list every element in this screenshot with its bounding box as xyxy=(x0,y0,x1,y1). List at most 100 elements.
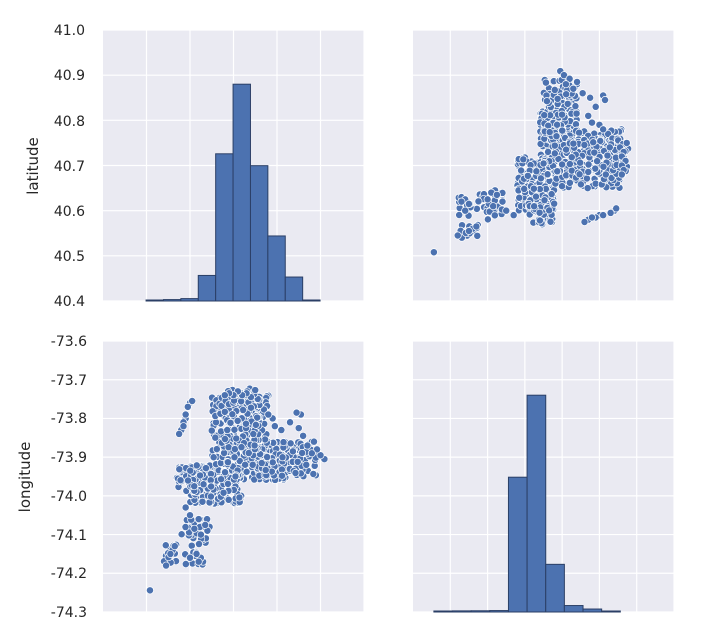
longitude-axis-label: longitude xyxy=(16,442,34,513)
scatter-point xyxy=(221,435,229,443)
scatter-point xyxy=(575,128,584,137)
scatter-point xyxy=(586,93,595,102)
longitude-hist-bar xyxy=(452,610,472,613)
scatter-point xyxy=(294,424,303,433)
scatter-point xyxy=(517,166,526,175)
scatter-point xyxy=(263,453,272,461)
scatter-point xyxy=(187,541,196,550)
scatter-point xyxy=(540,196,549,205)
scatter-point xyxy=(606,208,615,217)
scatter-point xyxy=(146,586,154,595)
scatter-point xyxy=(206,492,215,501)
scatter-point xyxy=(489,202,498,211)
scatter-point xyxy=(612,204,621,213)
latitude-hist-bar xyxy=(197,274,217,302)
latitude-axis-label: latitude xyxy=(24,137,42,195)
latitude-hist-bar xyxy=(249,165,269,302)
tick-label: -74.2 xyxy=(51,566,87,582)
scatter-point xyxy=(188,397,197,405)
scatter-point xyxy=(310,437,318,446)
latitude-hist-bar xyxy=(145,299,164,302)
scatter-point xyxy=(194,515,203,524)
scatter-point xyxy=(183,402,192,411)
longitude-hist-bar xyxy=(433,610,454,613)
scatter-point xyxy=(299,431,308,440)
scatter-point xyxy=(515,193,524,202)
longitude-hist-bar xyxy=(507,476,528,613)
scatter-point xyxy=(239,406,247,415)
scatter-point xyxy=(248,460,257,469)
scatter-point xyxy=(170,542,179,551)
scatter-point xyxy=(502,206,511,215)
latitude-hist-bar xyxy=(215,153,234,302)
scatter-point xyxy=(562,90,571,99)
scatter-point xyxy=(292,408,301,417)
scatter-point xyxy=(194,557,203,566)
scatter-point xyxy=(572,109,581,118)
scatter-point xyxy=(162,561,171,570)
scatter-point xyxy=(519,155,528,164)
scatter-point xyxy=(599,162,608,171)
scatter-point xyxy=(583,184,592,193)
scatter-point xyxy=(233,416,242,425)
longitude-hist-bar xyxy=(489,610,509,613)
scatter-point xyxy=(584,160,593,169)
scatter-point xyxy=(223,479,232,488)
scatter-point xyxy=(464,199,473,208)
scatter-point xyxy=(622,139,631,147)
scatter-point xyxy=(175,429,184,438)
scatter-point xyxy=(541,78,550,87)
latitude-hist-bar xyxy=(232,83,251,302)
scatter-point xyxy=(221,468,229,477)
latitude-hist-bar xyxy=(284,276,304,302)
scatter-point xyxy=(186,511,194,520)
longitude-hist-bar xyxy=(470,610,491,613)
scatter-point xyxy=(429,248,438,257)
scatter-point xyxy=(209,453,218,462)
scatter-point xyxy=(261,466,270,475)
scatter-point xyxy=(535,208,544,217)
scatter-point xyxy=(550,141,559,150)
tick-label: 40.7 xyxy=(54,159,85,175)
scatter-point xyxy=(220,391,229,400)
scatter-point xyxy=(201,464,210,473)
scatter-point xyxy=(196,471,205,480)
scatter-point xyxy=(550,199,559,208)
scatter-point xyxy=(198,497,207,506)
scatter-point xyxy=(562,145,571,154)
scatter-point xyxy=(561,80,570,89)
scatter-point xyxy=(230,445,239,454)
scatter-point xyxy=(196,530,205,539)
scatter-point xyxy=(565,160,574,168)
scatter-point xyxy=(599,211,608,220)
scatter-point xyxy=(251,386,260,395)
scatter-point xyxy=(249,430,258,438)
scatter-point xyxy=(241,460,250,469)
scatter-point xyxy=(270,422,279,431)
scatter-point xyxy=(532,192,540,201)
tick-label: 40.5 xyxy=(54,249,85,265)
scatter-point xyxy=(231,472,240,481)
scatter-point xyxy=(474,197,483,206)
scatter-point xyxy=(536,140,545,148)
scatter-point xyxy=(223,426,232,435)
scatter-point xyxy=(498,197,507,206)
scatter-point xyxy=(565,74,574,83)
scatter-point xyxy=(590,148,599,157)
scatter-point xyxy=(552,132,561,141)
scatter-point xyxy=(278,453,287,462)
latitude-tick-labels: 40.4 40.5 40.6 40.7 40.8 40.9 41.0 xyxy=(54,23,85,310)
scatter-point xyxy=(186,553,194,562)
scatter-point xyxy=(591,102,600,111)
scatter-point xyxy=(550,85,559,94)
longitude-hist-bar xyxy=(526,394,547,613)
tick-label: -74.3 xyxy=(51,605,87,621)
scatter-point xyxy=(464,227,473,235)
scatter-point xyxy=(545,206,554,215)
scatter-point xyxy=(571,102,580,111)
tick-label: 40.6 xyxy=(54,204,85,220)
scatter-point xyxy=(472,222,481,231)
scatter-point xyxy=(589,138,598,147)
scatter-point xyxy=(523,171,532,180)
